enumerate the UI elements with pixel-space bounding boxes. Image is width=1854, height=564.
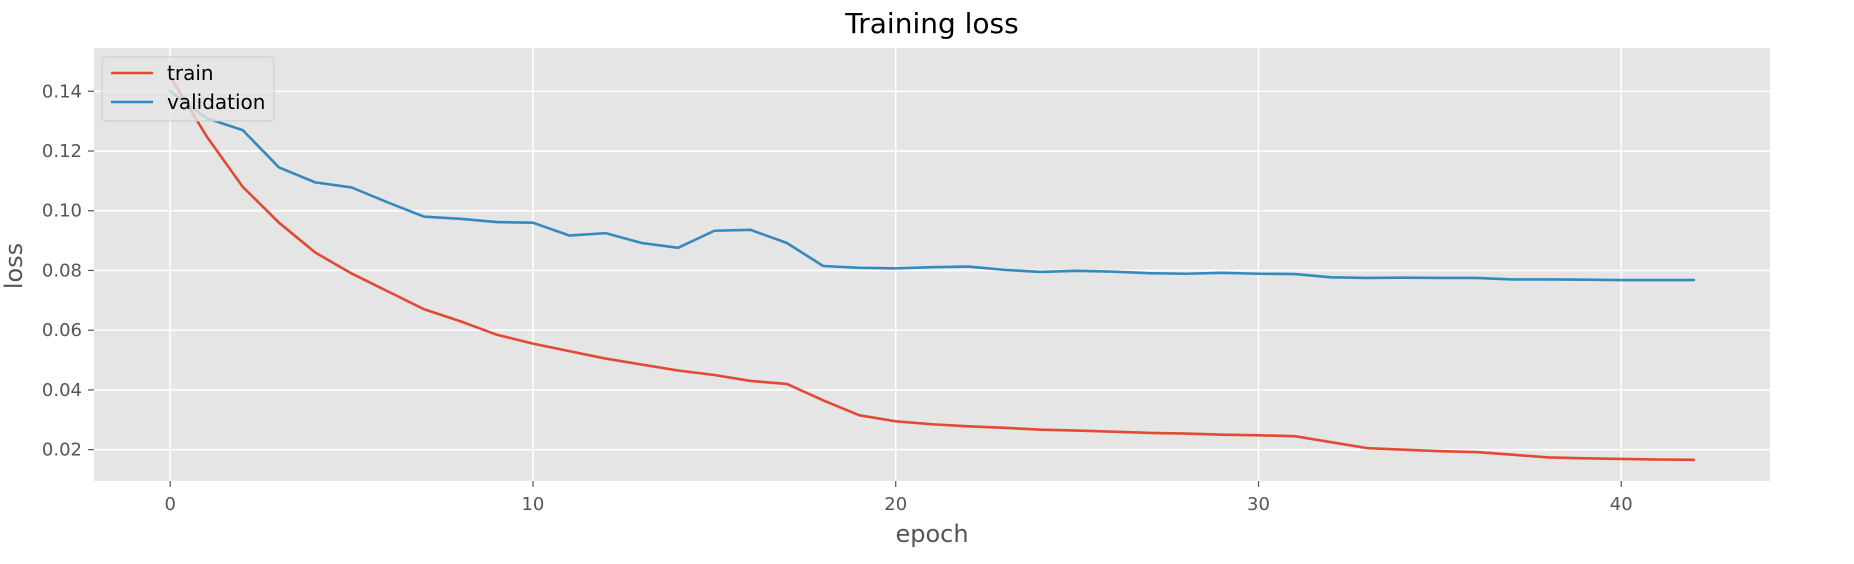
legend-label-validation: validation [167, 90, 265, 114]
y-tick-label: 0.04 [42, 380, 82, 401]
y-tick-label: 0.02 [42, 440, 82, 461]
x-tick-label: 0 [164, 494, 175, 515]
y-axis-label: loss [0, 243, 28, 289]
x-tick-label: 10 [521, 494, 544, 515]
x-axis-label: epoch [895, 520, 968, 548]
plot-area [94, 48, 1770, 481]
x-tick-label: 40 [1610, 494, 1633, 515]
series-line-train [168, 75, 1696, 462]
legend: train validation [101, 56, 275, 122]
y-tick-label: 0.08 [42, 260, 82, 281]
x-tick-label: 30 [1247, 494, 1270, 515]
series-line-validation [168, 90, 1696, 282]
series-lines [168, 75, 1696, 462]
chart-title: Training loss [844, 7, 1018, 40]
axis-ticks: 0 10 20 30 40 0.02 0.04 0.06 0.08 0.10 0.12 0.14 [42, 81, 1633, 515]
y-tick-label: 0.06 [42, 320, 82, 341]
y-tick-label: 0.14 [42, 81, 82, 102]
y-tick-label: 0.10 [42, 201, 82, 222]
x-tick-label: 20 [884, 494, 907, 515]
legend-label-train: train [167, 61, 214, 85]
gridlines [94, 48, 1770, 481]
y-tick-label: 0.12 [42, 141, 82, 162]
